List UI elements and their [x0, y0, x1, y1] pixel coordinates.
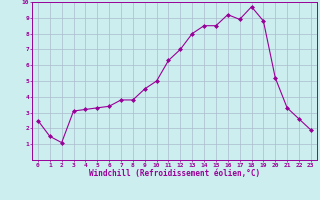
X-axis label: Windchill (Refroidissement éolien,°C): Windchill (Refroidissement éolien,°C) — [89, 169, 260, 178]
